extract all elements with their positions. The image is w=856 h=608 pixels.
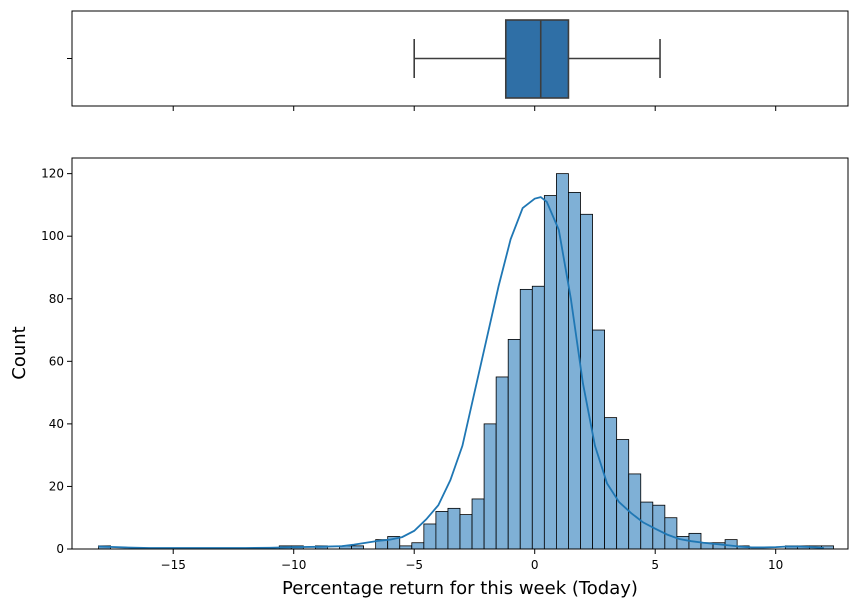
y-tick-label: 80: [49, 292, 64, 306]
y-tick-label: 60: [49, 354, 64, 368]
x-tick-label: 5: [651, 558, 659, 572]
y-tick-label: 0: [56, 542, 64, 556]
histogram-bar: [652, 504, 666, 550]
x-axis-label: Percentage return for this week (Today): [282, 578, 638, 599]
kde-line: [98, 196, 824, 549]
histogram-bar: [519, 288, 533, 550]
histogram-y-ticks: 0 20 40 60 80 100 120: [41, 167, 72, 556]
histogram-bar: [616, 439, 630, 550]
y-tick-label: 120: [41, 167, 64, 181]
x-tick-label: 0: [531, 558, 539, 572]
x-tick-label: −15: [161, 558, 186, 572]
histogram-bar: [483, 423, 497, 550]
histogram-bar: [507, 339, 521, 550]
y-tick-label: 20: [49, 479, 64, 493]
x-tick-label: −10: [281, 558, 306, 572]
histogram-bar: [447, 507, 461, 550]
histogram-bar: [423, 523, 437, 550]
histogram-bar: [435, 511, 449, 550]
boxplot-panel: [67, 10, 849, 111]
histogram-bar: [568, 192, 581, 550]
histogram-bar: [531, 285, 545, 550]
histogram-panel: −15 −10 −5 0 5 10 0 20 40 60 80 100 120 Percentage …: [9, 157, 849, 599]
x-tick-label: −5: [405, 558, 423, 572]
histogram-bar: [471, 498, 485, 550]
iqr-box: [504, 19, 570, 99]
histogram-bar: [411, 542, 425, 550]
histogram-bar: [459, 514, 473, 550]
y-axis-label: Count: [9, 326, 30, 379]
histogram-x-ticks: −15 −10 −5 0 5 10: [161, 549, 783, 572]
y-tick-label: 40: [49, 417, 64, 431]
histogram-bar: [543, 195, 557, 550]
histogram-axes-frame: [71, 157, 849, 550]
boxplot-x-ticks: [172, 106, 777, 111]
y-tick-label: 100: [41, 229, 64, 243]
histogram-bars: [98, 173, 834, 550]
boxplot-marks: [413, 19, 661, 99]
histogram-bar: [495, 376, 509, 550]
x-tick-label: 10: [768, 558, 783, 572]
